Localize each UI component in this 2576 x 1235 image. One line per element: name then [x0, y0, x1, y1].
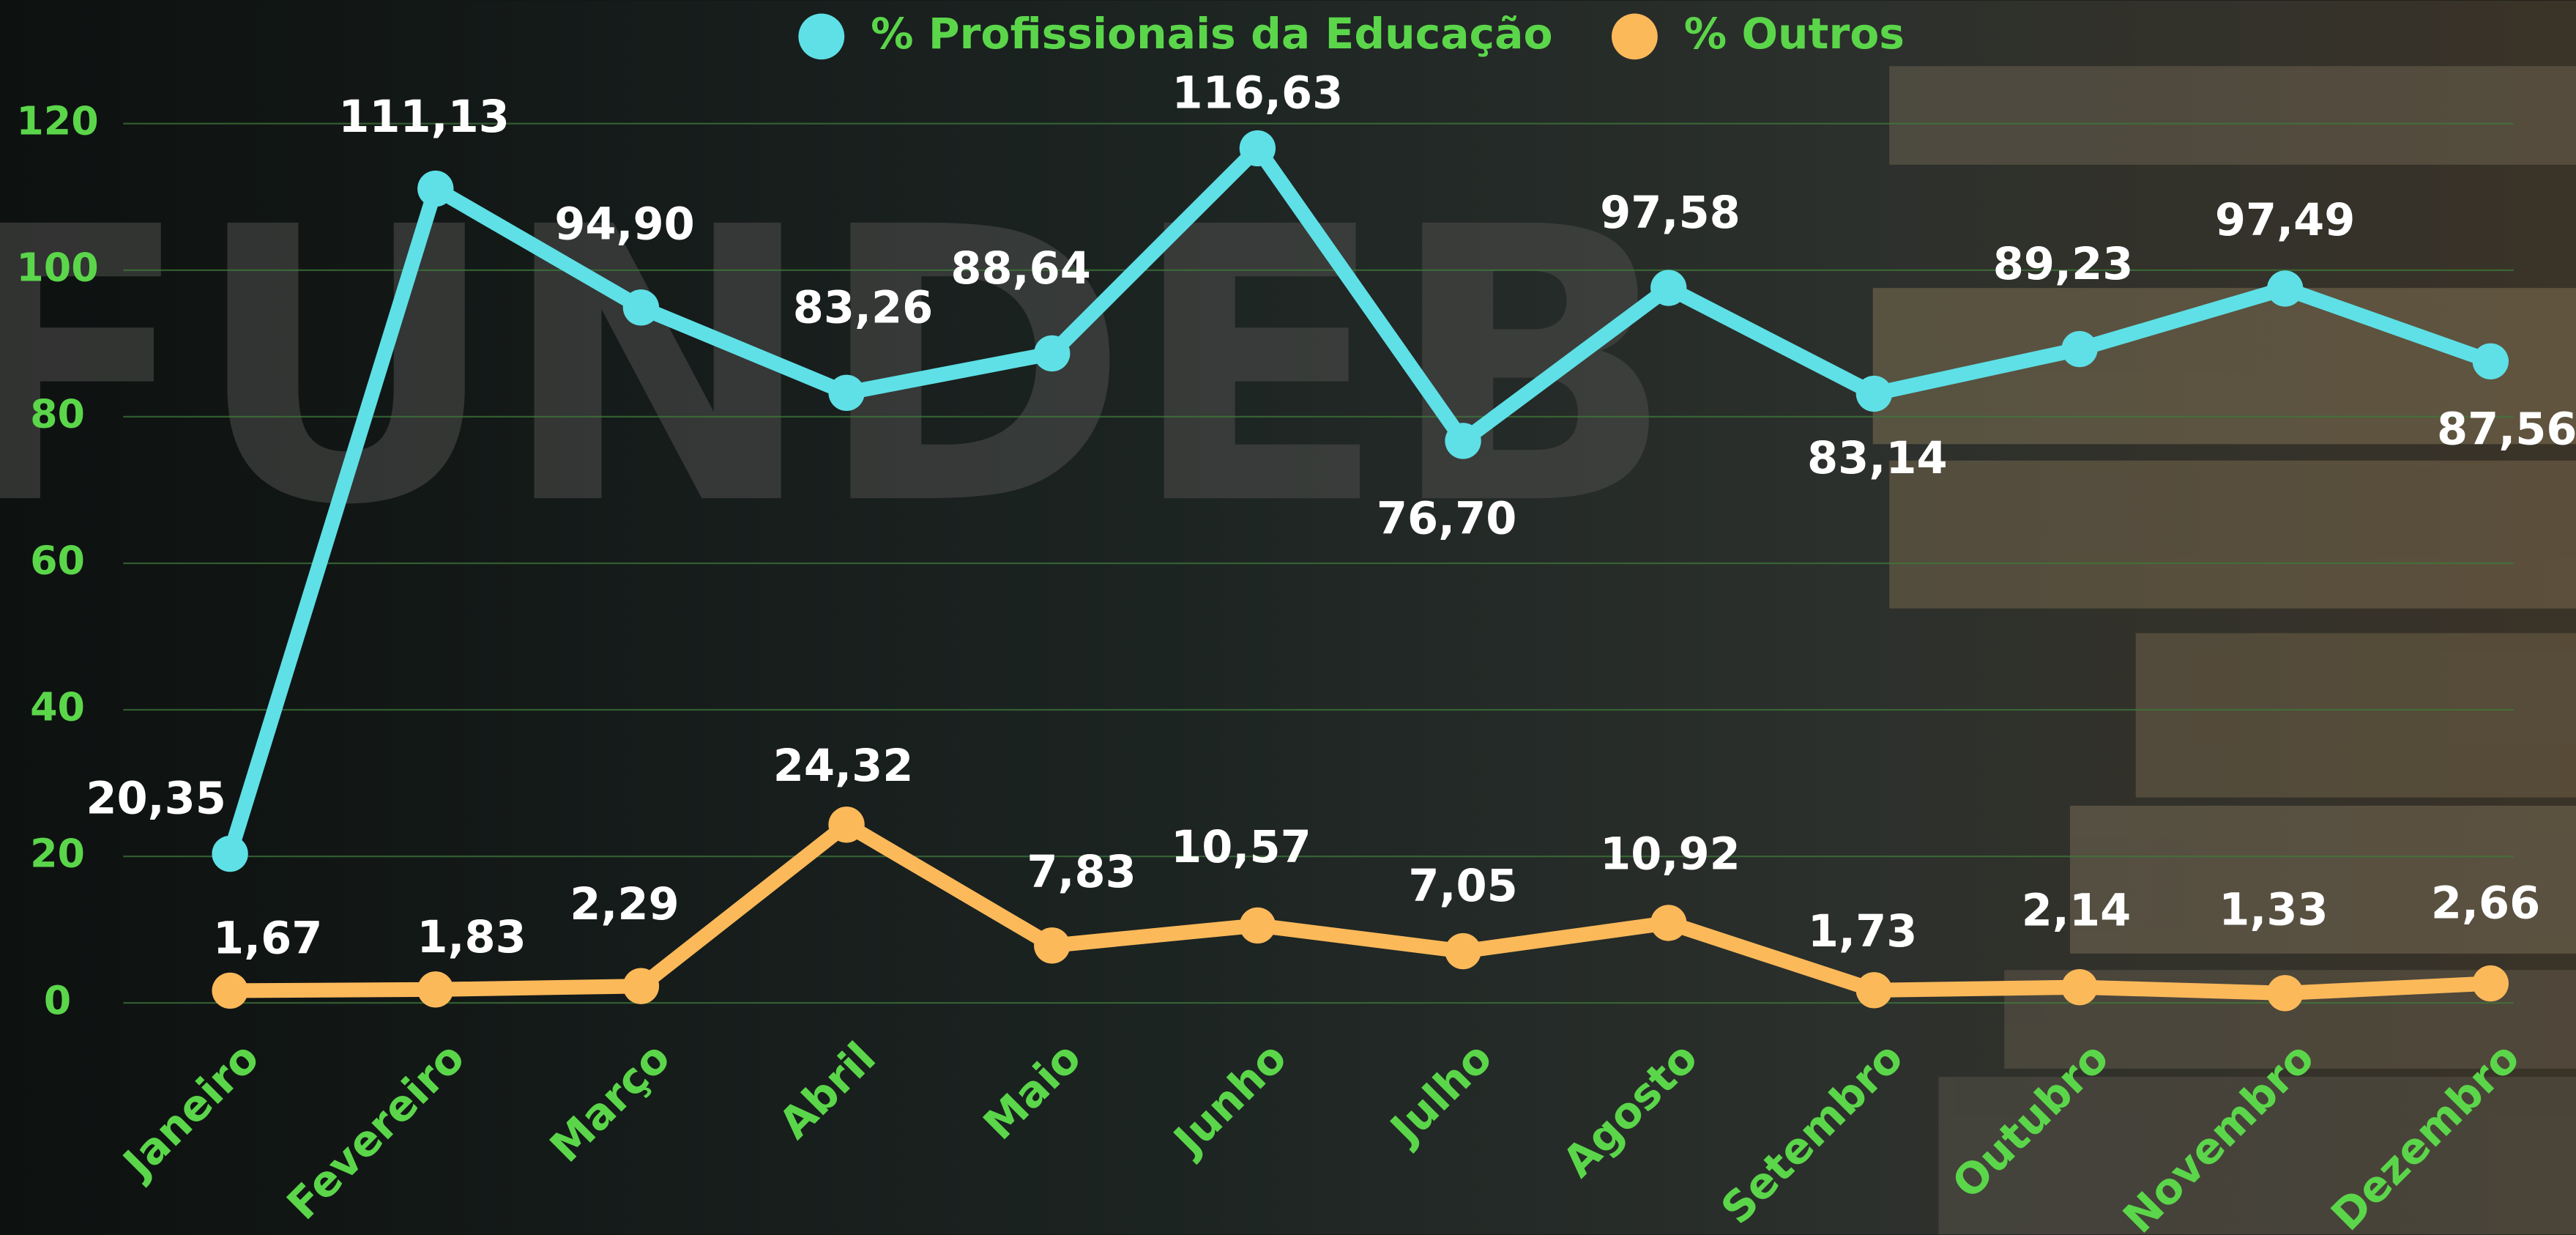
data-point — [1445, 933, 1481, 969]
value-label: 83,26 — [793, 283, 934, 334]
legend-marker — [1612, 13, 1658, 59]
value-label: 10,57 — [1171, 822, 1311, 873]
data-point — [1034, 927, 1070, 963]
data-point — [2267, 975, 2303, 1011]
value-label: 20,35 — [86, 773, 226, 824]
data-point — [212, 836, 247, 872]
data-point — [1240, 908, 1276, 943]
value-label: 2,66 — [2431, 878, 2540, 930]
y-tick-label: 80 — [30, 391, 85, 437]
data-point — [2061, 969, 2097, 1005]
value-label: 1,33 — [2219, 884, 2328, 935]
data-point — [2061, 331, 2097, 367]
value-label: 94,90 — [554, 199, 695, 251]
value-label: 24,32 — [773, 741, 914, 792]
data-point — [623, 968, 659, 1004]
value-label: 1,73 — [1808, 906, 1917, 957]
y-tick-label: 20 — [30, 831, 85, 877]
value-label: 83,14 — [1807, 433, 1948, 484]
value-label: 76,70 — [1377, 493, 1517, 544]
value-label: 1,83 — [417, 912, 526, 963]
value-label: 1,67 — [213, 913, 322, 965]
page: FUNDEB 020406080100120JaneiroFevereiroMa… — [0, 0, 2576, 1235]
data-point — [1856, 376, 1892, 412]
y-tick-label: 120 — [16, 97, 98, 144]
value-label: 89,23 — [1993, 239, 2134, 290]
data-point — [2473, 344, 2509, 379]
data-point — [1650, 905, 1686, 941]
value-label: 87,56 — [2437, 404, 2576, 455]
data-point — [417, 971, 453, 1007]
value-label: 2,29 — [570, 879, 679, 930]
data-point — [1240, 130, 1276, 166]
value-label: 7,05 — [1408, 861, 1517, 912]
value-label: 88,64 — [950, 243, 1091, 294]
data-point — [212, 973, 247, 1009]
data-point — [1445, 423, 1481, 459]
data-point — [417, 171, 453, 207]
y-tick-label: 40 — [30, 684, 85, 730]
value-label: 7,83 — [1027, 847, 1136, 898]
book — [1889, 461, 2576, 609]
legend-label: % Profissionais da Educação — [871, 9, 1552, 59]
data-point — [2473, 965, 2509, 1001]
y-tick-label: 60 — [30, 538, 85, 584]
data-point — [1650, 270, 1686, 305]
y-tick-label: 0 — [44, 977, 71, 1023]
book — [1889, 66, 2576, 165]
data-point — [623, 289, 659, 325]
data-point — [1856, 972, 1892, 1008]
data-point — [828, 806, 864, 842]
data-point — [828, 375, 864, 411]
legend-label: % Outros — [1684, 9, 1905, 59]
value-label: 97,49 — [2215, 195, 2356, 246]
data-point — [1034, 335, 1070, 371]
value-label: 97,58 — [1600, 188, 1741, 239]
y-tick-label: 100 — [16, 244, 98, 290]
book — [2136, 633, 2576, 797]
value-label: 10,92 — [1600, 829, 1741, 880]
chart: FUNDEB 020406080100120JaneiroFevereiroMa… — [0, 0, 2576, 1235]
legend-marker — [798, 13, 844, 59]
value-label: 2,14 — [2022, 885, 2131, 936]
value-label: 116,63 — [1172, 67, 1344, 119]
value-label: 111,13 — [338, 92, 510, 143]
data-point — [2267, 270, 2303, 306]
